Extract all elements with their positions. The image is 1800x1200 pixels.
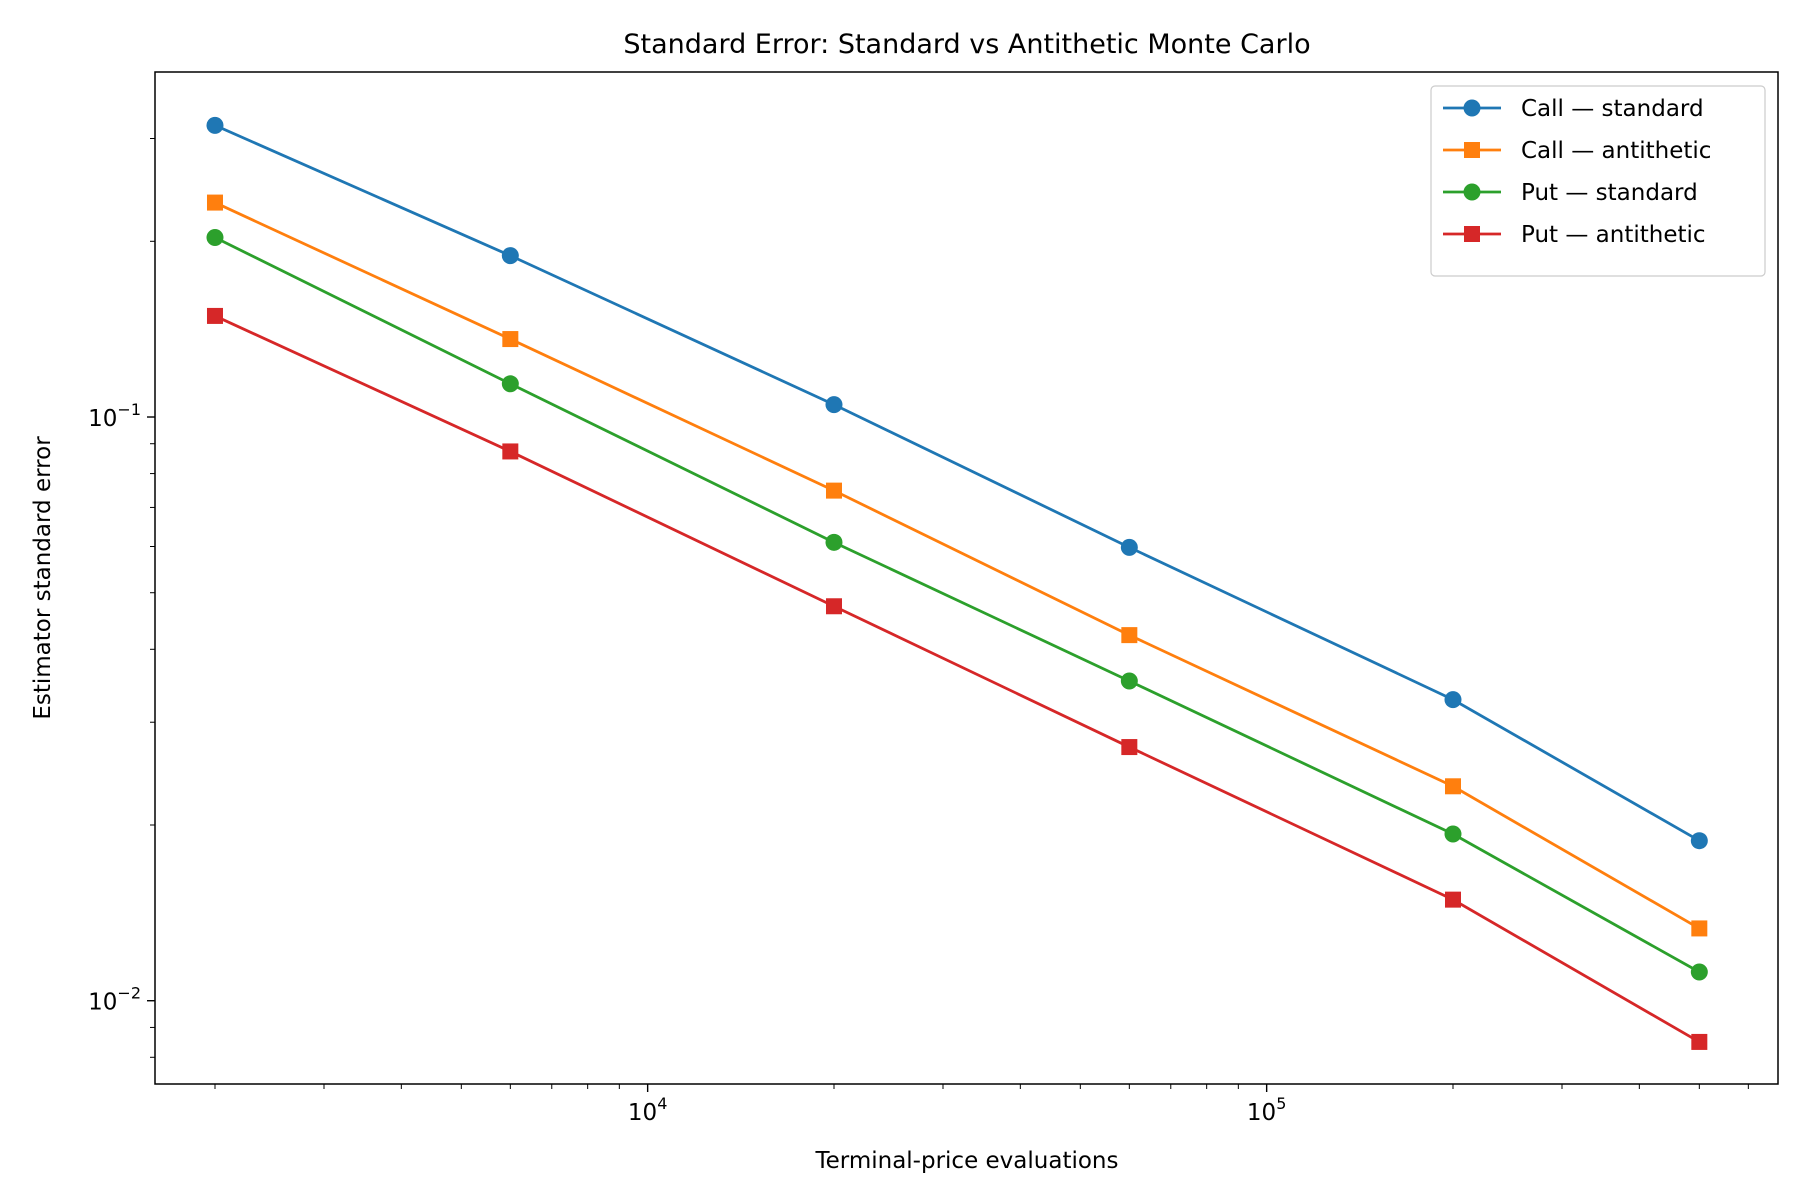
data-point: [206, 307, 223, 324]
data-point: [825, 396, 843, 414]
data-point: [825, 533, 843, 551]
data-point: [1121, 627, 1138, 644]
data-point: [206, 194, 223, 211]
x-tick-label: 105: [1247, 1094, 1286, 1126]
data-point: [502, 443, 519, 460]
series-3: [206, 229, 1708, 981]
legend-item: Call — antithetic: [1443, 138, 1711, 164]
data-point: [501, 375, 519, 393]
data-point: [1121, 739, 1138, 756]
data-point: [1691, 920, 1708, 937]
data-point: [1690, 963, 1708, 981]
y-axis-label: Estimator standard error: [30, 436, 56, 720]
data-point: [1444, 778, 1461, 795]
data-point: [1444, 825, 1462, 843]
data-point: [1691, 1033, 1708, 1050]
series-1: [206, 116, 1708, 850]
x-axis-label: Terminal-price evaluations: [814, 1148, 1118, 1174]
data-point: [206, 229, 224, 247]
plot-frame: [154, 71, 1779, 1085]
y-tick-label: 10−1: [88, 400, 141, 432]
data-point: [1120, 538, 1138, 556]
data-point: [501, 247, 519, 265]
legend-item: Put — standard: [1443, 180, 1698, 206]
y-tick-label: 10−2: [88, 984, 141, 1016]
legend-label: Call — antithetic: [1521, 138, 1711, 164]
x-axis: 104 105: [214, 1084, 1749, 1126]
y-axis: 10−1 10−2: [88, 138, 155, 1058]
data-point: [825, 598, 842, 615]
x-tick-label: 104: [628, 1094, 667, 1126]
legend-swatch-marker: [1463, 99, 1481, 117]
data-point: [1120, 672, 1138, 690]
legend-label: Call — standard: [1521, 96, 1704, 122]
legend-item: Put — antithetic: [1443, 222, 1706, 248]
legend-swatch-marker: [1464, 226, 1480, 242]
data-point: [1444, 891, 1461, 908]
legend-item: Call — standard: [1443, 96, 1704, 122]
legend-swatch-marker: [1463, 183, 1481, 201]
data-point: [502, 331, 519, 348]
series-line: [214, 124, 1701, 842]
data-point: [825, 482, 842, 499]
legend-label: Put — antithetic: [1521, 222, 1706, 248]
series-2: [206, 194, 1708, 937]
series-4: [206, 307, 1708, 1050]
chart-title: Standard Error: Standard vs Antithetic M…: [623, 29, 1310, 60]
series-line: [214, 314, 1701, 1044]
legend-box: [1430, 85, 1766, 277]
data-point: [1444, 691, 1462, 709]
legend-label: Put — standard: [1521, 180, 1698, 206]
series-line: [214, 201, 1701, 930]
legend: Call — standard Call — antithetic Put — st…: [1430, 85, 1766, 277]
series-line: [214, 236, 1701, 974]
data-point: [1690, 832, 1708, 850]
legend-swatch-marker: [1464, 142, 1480, 158]
data-point: [206, 116, 224, 134]
